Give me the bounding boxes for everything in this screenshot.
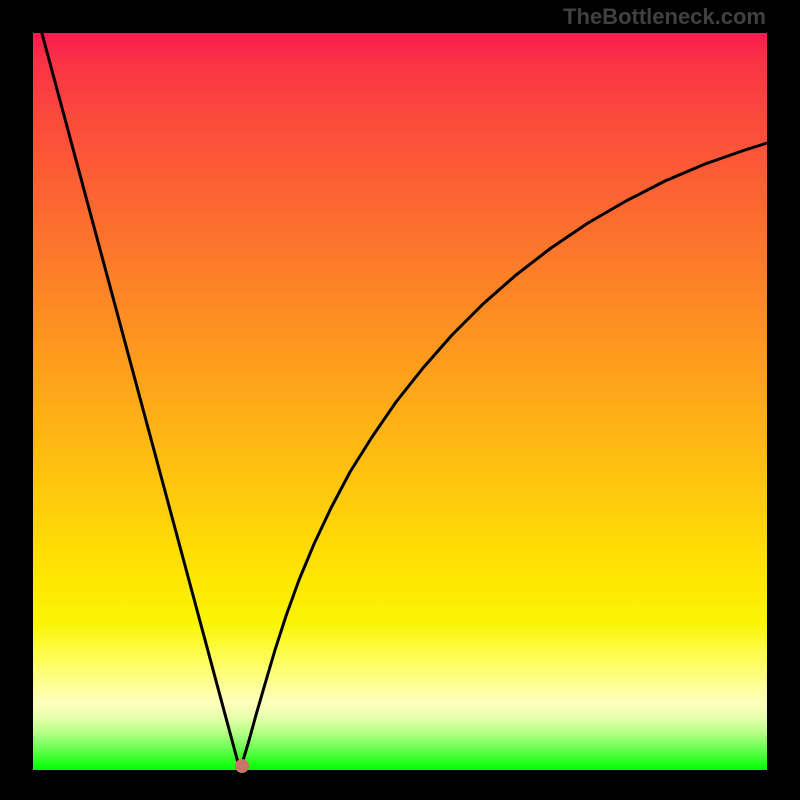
curve-right-branch	[240, 143, 767, 770]
watermark-text: TheBottleneck.com	[563, 4, 766, 30]
curve-layer	[0, 0, 800, 800]
curve-left-branch	[33, 0, 240, 770]
chart-container: TheBottleneck.com	[0, 0, 800, 800]
optimum-marker	[235, 759, 249, 773]
